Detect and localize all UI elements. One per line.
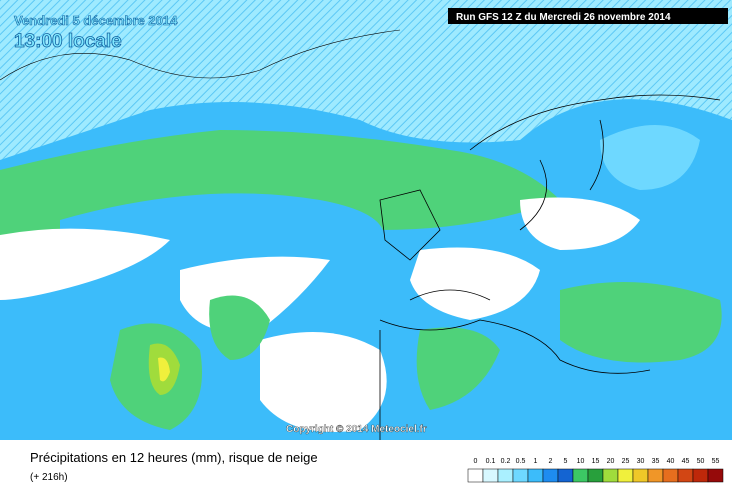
legend-label: 0.5: [516, 458, 526, 465]
legend-swatch: [512, 468, 529, 483]
legend-swatch: [572, 468, 589, 483]
legend-label: 30: [637, 458, 645, 465]
legend-swatch: [632, 468, 649, 483]
forecast-date: Vendredi 5 décembre 2014: [14, 13, 178, 28]
legend-swatch: [692, 468, 709, 483]
map-title: Précipitations en 12 heures (mm), risque…: [30, 450, 318, 465]
legend-swatch: [602, 468, 619, 483]
legend-swatch: [617, 468, 634, 483]
legend-label: 35: [652, 458, 660, 465]
legend-label: 55: [712, 458, 720, 465]
legend-label: 10: [577, 458, 585, 465]
legend-swatch: [497, 468, 514, 483]
legend-label: 25: [622, 458, 630, 465]
forecast-time: 13:00 locale: [14, 31, 122, 52]
legend-swatch: [467, 468, 484, 483]
legend-label: 45: [682, 458, 690, 465]
legend-swatch: [587, 468, 604, 483]
legend-label: 1: [534, 458, 538, 465]
copyright: Copyright © 2014 Meteociel.fr: [286, 424, 427, 435]
legend-swatch: [677, 468, 694, 483]
legend-label: 40: [667, 458, 675, 465]
lead-time: (+ 216h): [30, 472, 68, 483]
precipitation-map: [0, 0, 732, 440]
legend-swatch: [557, 468, 574, 483]
legend-swatch: [707, 468, 724, 483]
legend-label: 15: [592, 458, 600, 465]
legend-label: 0.1: [486, 458, 496, 465]
legend-label: 50: [697, 458, 705, 465]
legend-swatch: [527, 468, 544, 483]
legend-swatch: [542, 468, 559, 483]
run-info: Run GFS 12 Z du Mercredi 26 novembre 201…: [456, 12, 671, 23]
legend-swatch: [647, 468, 664, 483]
legend-label: 0.2: [501, 458, 511, 465]
legend-label: 5: [564, 458, 568, 465]
legend-label: 2: [549, 458, 553, 465]
legend-label: 20: [607, 458, 615, 465]
legend: 0 0.1 0.2 0.5 1 2 5 10 15 20 25 30 35 40 45 50 55: [467, 458, 724, 483]
legend-label: 0: [474, 458, 478, 465]
legend-swatch: [662, 468, 679, 483]
legend-swatch: [482, 468, 499, 483]
